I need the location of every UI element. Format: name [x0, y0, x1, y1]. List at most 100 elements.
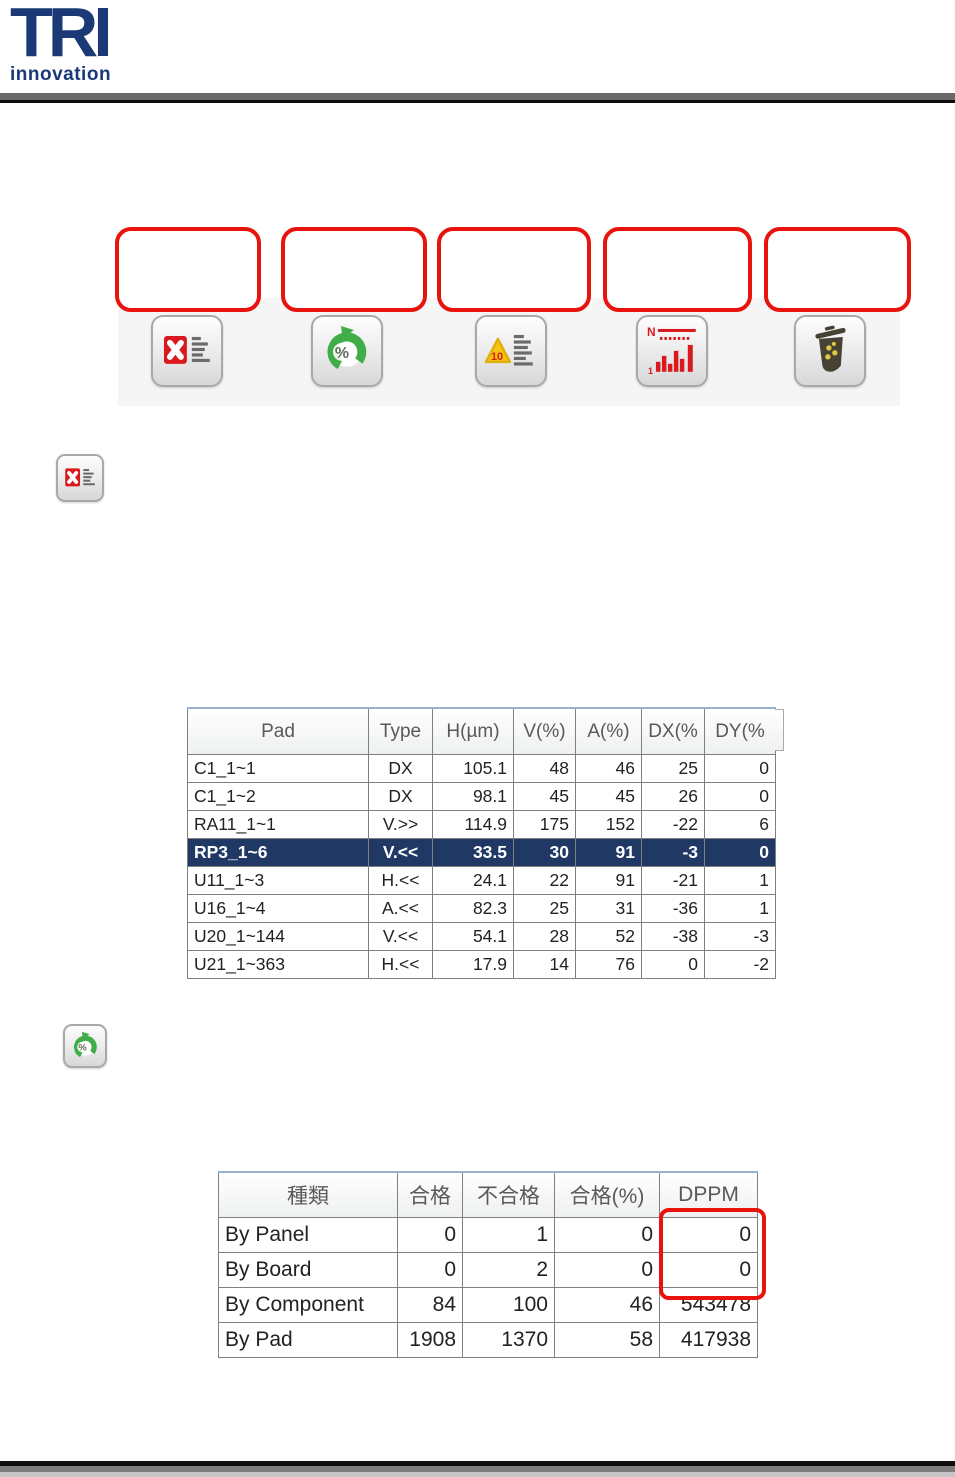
cell-h: 82.3 [432, 894, 514, 923]
svg-text:1: 1 [648, 366, 653, 376]
logo-text: TRI [10, 0, 113, 71]
cell-pass-pct: 0 [554, 1217, 660, 1253]
cell-pass: 0 [397, 1252, 463, 1288]
svg-text:N: N [647, 325, 656, 339]
cell-v: 22 [513, 866, 576, 895]
col-header-category: 種類 [218, 1171, 398, 1218]
cell-dy: -2 [704, 950, 776, 979]
cell-dx: -21 [641, 866, 705, 895]
table-header-overflow [775, 709, 784, 751]
col-header-fail: 不合格 [462, 1171, 555, 1218]
cell-dx: -22 [641, 810, 705, 839]
cell-pad: U16_1~4 [187, 894, 369, 923]
col-header-pass: 合格 [397, 1171, 463, 1218]
cell-category: By Board [218, 1252, 398, 1288]
pad-row[interactable]: U20_1~144 V.<< 54.1 28 52 -38 -3 [187, 922, 776, 951]
cell-h: 24.1 [432, 866, 514, 895]
cell-fail: 100 [462, 1287, 555, 1323]
footer-rule-black [0, 1461, 955, 1466]
cell-v: 45 [513, 782, 576, 811]
cell-h: 54.1 [432, 922, 514, 951]
cell-dx: -3 [641, 838, 705, 867]
cell-pass-pct: 58 [554, 1322, 660, 1358]
pad-row[interactable]: U21_1~363 H.<< 17.9 14 76 0 -2 [187, 950, 776, 979]
pad-row[interactable]: C1_1~1 DX 105.1 48 46 25 0 [187, 754, 776, 783]
cell-a: 91 [575, 838, 642, 867]
footer-rule-gray [0, 1466, 955, 1472]
defect-bar-chart-button[interactable]: N 1 [636, 315, 708, 387]
cell-a: 152 [575, 810, 642, 839]
cell-a: 52 [575, 922, 642, 951]
cell-dppm: 417938 [659, 1322, 758, 1358]
cell-dx: -36 [641, 894, 705, 923]
top10-list-icon: 10 [484, 335, 533, 366]
cell-a: 91 [575, 866, 642, 895]
cell-v: 28 [513, 922, 576, 951]
recycle-bin-button[interactable] [794, 315, 866, 387]
summary-row: By Board 0 2 0 0 [218, 1252, 758, 1288]
cell-a: 45 [575, 782, 642, 811]
svg-text:%: % [335, 345, 349, 362]
cell-v: 25 [513, 894, 576, 923]
cell-type: V.<< [368, 922, 433, 951]
top10-list-button[interactable]: 10 [475, 315, 547, 387]
col-header-h: H(µm) [432, 707, 514, 755]
cell-category: By Panel [218, 1217, 398, 1253]
cell-pad: RA11_1~1 [187, 810, 369, 839]
cell-type: H.<< [368, 866, 433, 895]
summary-header-row: 種類 合格 不合格 合格(%) DPPM [218, 1171, 758, 1218]
cell-pad: U21_1~363 [187, 950, 369, 979]
cell-h: 105.1 [432, 754, 514, 783]
recycle-bin-icon [815, 325, 846, 372]
callout-box-2 [281, 227, 427, 312]
cell-dppm: 0 [659, 1252, 758, 1288]
svg-text:%: % [78, 1042, 87, 1052]
cell-dy: 0 [704, 838, 776, 867]
cell-type: DX [368, 782, 433, 811]
cell-h: 17.9 [432, 950, 514, 979]
summary-row: By Panel 0 1 0 0 [218, 1217, 758, 1253]
pad-row[interactable]: C1_1~2 DX 98.1 45 45 26 0 [187, 782, 776, 811]
cell-v: 48 [513, 754, 576, 783]
col-header-type: Type [368, 707, 433, 755]
cell-category: By Pad [218, 1322, 398, 1358]
cell-type: A.<< [368, 894, 433, 923]
col-header-pad: Pad [187, 707, 369, 755]
cell-type: V.>> [368, 810, 433, 839]
callout-box-1 [115, 227, 261, 312]
cell-dx: 0 [641, 950, 705, 979]
fail-list-button-small[interactable] [56, 454, 104, 502]
cell-pass-pct: 0 [554, 1252, 660, 1288]
cell-fail: 1370 [462, 1322, 555, 1358]
col-header-dy: DY(% [704, 707, 776, 755]
cell-dy: 0 [704, 754, 776, 783]
cell-pass: 1908 [397, 1322, 463, 1358]
col-header-pass-pct: 合格(%) [554, 1171, 660, 1218]
cell-v: 175 [513, 810, 576, 839]
fail-list-button[interactable] [151, 315, 223, 387]
pass-rate-button-small[interactable]: % [63, 1024, 107, 1068]
callout-box-4 [603, 227, 752, 312]
pad-row-selected[interactable]: RP3_1~6 V.<< 33.5 30 91 -3 0 [187, 838, 776, 867]
cell-type: DX [368, 754, 433, 783]
cell-pass: 84 [397, 1287, 463, 1323]
cell-dppm: 543478 [659, 1287, 758, 1323]
fail-list-icon [164, 336, 210, 364]
cell-dx: -38 [641, 922, 705, 951]
cell-dy: 6 [704, 810, 776, 839]
pad-row[interactable]: RA11_1~1 V.>> 114.9 175 152 -22 6 [187, 810, 776, 839]
cell-pad: C1_1~1 [187, 754, 369, 783]
pad-row[interactable]: U16_1~4 A.<< 82.3 25 31 -36 1 [187, 894, 776, 923]
tri-logo: TRI innovation [10, 0, 113, 86]
col-header-a: A(%) [575, 707, 642, 755]
col-header-dppm: DPPM [659, 1171, 758, 1218]
cell-dy: 1 [704, 894, 776, 923]
pad-row[interactable]: U11_1~3 H.<< 24.1 22 91 -21 1 [187, 866, 776, 895]
cell-h: 114.9 [432, 810, 514, 839]
cell-pad: C1_1~2 [187, 782, 369, 811]
cell-a: 46 [575, 754, 642, 783]
pass-rate-button[interactable]: % [311, 315, 383, 387]
header-rule-black [0, 100, 955, 103]
cell-type: V.<< [368, 838, 433, 867]
